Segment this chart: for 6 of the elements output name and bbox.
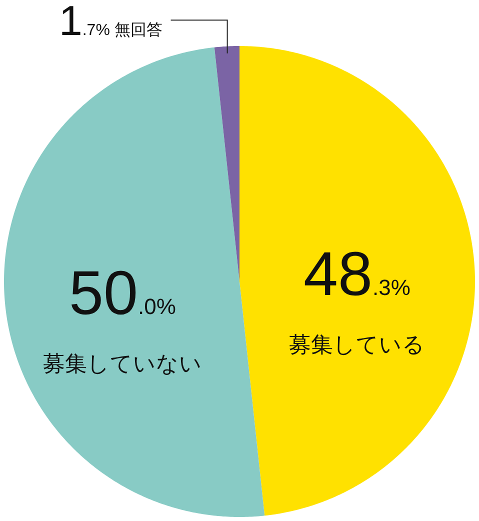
data-label: 50.0% (69, 259, 176, 328)
data-label: 48.3% (304, 240, 410, 309)
slice-label: 募集していない (43, 351, 202, 376)
slice-label: 無回答 (114, 22, 162, 39)
slice-label: 募集している (289, 332, 425, 358)
data-label: 1.7% (59, 0, 110, 44)
